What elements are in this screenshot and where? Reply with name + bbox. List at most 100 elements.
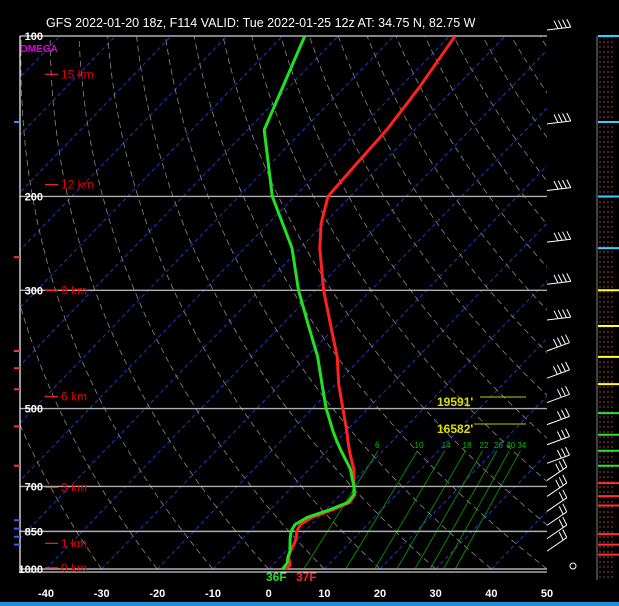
dry-adiabat-line (20, 303, 158, 570)
isotherm-line (20, 36, 283, 309)
pressure-label: 700 (25, 481, 43, 493)
pressure-label: 100 (25, 31, 43, 43)
mixing-ratio-label: 22 (480, 441, 489, 450)
calm-wind-icon (569, 562, 577, 570)
temperature-tick-label: -40 (38, 588, 54, 600)
pressure-label: 500 (25, 404, 43, 416)
mixing-ratio-label: 6 (375, 441, 380, 450)
bottom-scrollbar[interactable] (0, 602, 619, 606)
mixing-ratio-label: 14 (442, 441, 451, 450)
wind-barb-icon (546, 334, 570, 352)
mixing-ratio-label: 30 (506, 441, 515, 450)
mixing-ratio-line (374, 450, 446, 570)
temperature-tick-label: -30 (94, 588, 110, 600)
height-marker-label: 16582' (437, 422, 473, 436)
temperature-tick-label: 10 (318, 588, 330, 600)
temperature-tick-label: -20 (149, 588, 165, 600)
height-label: 15 km (61, 67, 94, 81)
pressure-label: 850 (25, 526, 43, 538)
temperature-tick-label: 30 (430, 588, 442, 600)
wind-barb-icon (546, 428, 570, 446)
omega-ticks (14, 121, 20, 546)
wind-barb-icon (546, 361, 570, 379)
pressure-labels: 1000 850 700 500 300 200 100 (19, 31, 43, 576)
mixing-ratio-labels: 6 10 14 18 22 26 30 34 (375, 441, 527, 450)
height-label: 1 km (61, 536, 87, 550)
height-marker-16582: 16582' (437, 422, 526, 436)
pressure-label: 300 (25, 285, 43, 297)
dry-adiabat-line (193, 36, 547, 570)
wind-barb-icon (546, 179, 572, 191)
temperature-trace (284, 36, 457, 571)
isotherms (20, 36, 547, 570)
height-labels: 0 km 1 km 3 km 6 km 9 km 12 km 15 km (45, 67, 94, 575)
dry-adiabat-line (49, 36, 269, 570)
height-marker-19591: 19591' (437, 395, 526, 409)
wind-barb-icon (546, 489, 568, 512)
height-label: 12 km (61, 178, 94, 192)
temperature-tick-label: 20 (374, 588, 386, 600)
surface-temp-label: 37F (296, 570, 317, 584)
wind-barb-icon (546, 112, 572, 125)
mixing-ratio-line (396, 450, 466, 570)
dry-adiabat-line (222, 36, 547, 526)
temperature-tick-label: -10 (205, 588, 221, 600)
side-profile-strip (596, 35, 619, 580)
wind-barb-icon (546, 273, 572, 285)
wind-barb-icon (546, 386, 570, 404)
mixing-ratio-line (429, 450, 498, 570)
wind-barb-icon (546, 458, 568, 481)
wind-barb-icon (546, 529, 568, 552)
mixing-ratio-line (303, 450, 379, 570)
pressure-label: 1000 (19, 564, 43, 576)
chart-title: GFS 2022-01-20 18z, F114 VALID: Tue 2022… (46, 16, 476, 30)
isotherm-line (20, 36, 395, 424)
wind-barb-icon (546, 446, 570, 464)
wind-barb-icon (546, 308, 572, 321)
mixing-ratio-lines (303, 450, 521, 570)
dry-adiabat-line (280, 36, 547, 439)
mixing-ratio-label: 26 (494, 441, 503, 450)
pressure-label: 200 (25, 191, 43, 203)
isotherm-line (20, 36, 506, 540)
dry-adiabat-line (337, 36, 547, 354)
wind-barb-icon (546, 408, 570, 426)
dewpoint-trace (262, 36, 356, 570)
wind-barb-icon (546, 503, 568, 526)
height-label: 3 km (61, 480, 87, 494)
isotherm-line (20, 36, 172, 194)
temperature-axis-labels: -40 -30 -20 -10 0 10 20 30 40 50 (38, 588, 553, 600)
mixing-ratio-line (345, 450, 418, 570)
temperature-tick-label: 40 (485, 588, 497, 600)
height-label: 6 km (61, 390, 87, 404)
mixing-ratio-label: 18 (463, 441, 472, 450)
sounding-traces (262, 36, 457, 571)
mixing-ratio-label: 34 (517, 441, 526, 450)
mixing-ratio-line (443, 450, 510, 570)
isotherm-line (20, 36, 339, 367)
wind-barb-icon (546, 230, 572, 243)
height-label: 0 km (61, 561, 87, 575)
mixing-ratio-label: 10 (415, 441, 424, 450)
isotherm-line (20, 36, 116, 136)
isotherm-line (101, 107, 547, 570)
dry-adiabat-line (251, 36, 547, 482)
wind-barb-icon (546, 516, 568, 540)
wind-barb-icon (546, 18, 572, 31)
isotherm-line (45, 49, 547, 570)
wind-barbs (546, 18, 572, 552)
height-marker-label: 19591' (437, 395, 473, 409)
omega-label: OMEGA (20, 44, 58, 55)
isotherm-line (20, 36, 228, 251)
mixing-ratio-line (454, 450, 521, 570)
mixing-ratio-line (414, 450, 483, 570)
surface-dewpoint-label: 36F (266, 570, 287, 584)
temperature-tick-label: 50 (541, 588, 553, 600)
wind-barb-icon (546, 474, 568, 497)
isotherm-line (20, 36, 450, 482)
height-label: 9 km (61, 283, 87, 297)
temperature-tick-label: 0 (266, 588, 272, 600)
dry-adiabat-line (395, 36, 547, 268)
